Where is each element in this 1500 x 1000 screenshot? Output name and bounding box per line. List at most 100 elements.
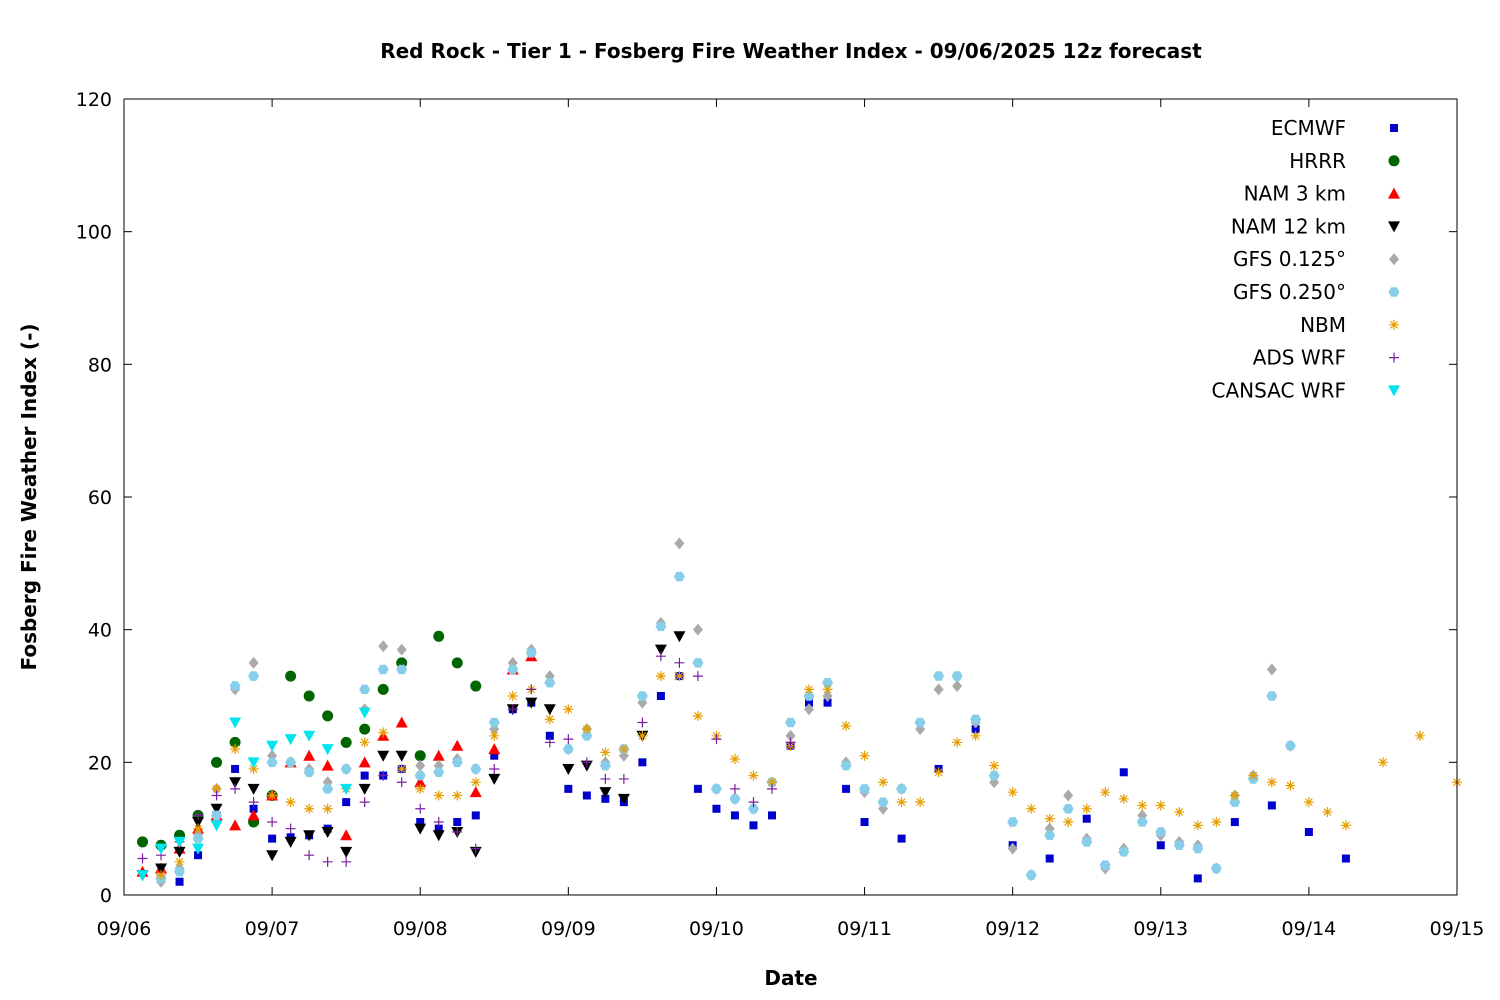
data-point <box>211 783 222 794</box>
data-point <box>488 717 500 728</box>
data-point <box>1266 663 1277 676</box>
data-point <box>247 809 260 821</box>
data-point <box>544 678 556 688</box>
data-point <box>490 751 499 760</box>
data-point <box>581 731 593 741</box>
data-point <box>1322 807 1333 818</box>
data-point <box>805 698 814 707</box>
data-point <box>248 797 259 808</box>
data-point <box>377 750 390 762</box>
data-point <box>229 819 242 831</box>
data-point <box>1156 841 1165 850</box>
x-tick-label: 09/11 <box>837 918 892 940</box>
data-point <box>1118 793 1129 804</box>
data-point <box>193 823 204 834</box>
data-point <box>933 683 944 696</box>
data-point <box>525 648 537 658</box>
data-point <box>563 704 574 715</box>
data-point <box>822 690 833 702</box>
data-point <box>896 784 908 794</box>
data-point <box>840 760 852 771</box>
y-tick-label: 60 <box>88 487 112 509</box>
data-point <box>766 783 777 794</box>
data-point <box>1211 817 1222 828</box>
data-point <box>247 757 260 769</box>
legend-label: HRRR <box>1289 149 1346 173</box>
legend-marker <box>1388 155 1400 167</box>
data-point <box>137 853 148 864</box>
data-point <box>636 691 648 701</box>
legend-marker <box>1388 385 1400 397</box>
data-point <box>842 784 851 793</box>
x-tick-label: 09/07 <box>245 918 300 940</box>
data-point <box>564 784 573 793</box>
data-point <box>358 756 371 768</box>
data-point <box>655 651 666 662</box>
data-point <box>1340 820 1351 831</box>
data-point <box>711 734 722 745</box>
data-point <box>730 811 739 820</box>
data-point <box>1285 780 1296 791</box>
data-point <box>470 680 482 692</box>
data-point <box>673 631 686 643</box>
data-point <box>416 818 425 827</box>
data-point <box>1192 820 1203 831</box>
data-point <box>971 725 980 734</box>
data-point <box>414 770 426 781</box>
data-point <box>897 834 906 843</box>
data-point <box>433 767 445 777</box>
data-point <box>507 704 518 715</box>
data-point <box>396 763 407 774</box>
data-point <box>267 817 278 828</box>
data-point <box>395 716 408 728</box>
data-point <box>582 791 591 800</box>
data-point <box>174 856 185 867</box>
legend-label: NBM <box>1300 313 1346 337</box>
legend-label: CANSAC WRF <box>1211 378 1346 402</box>
data-point <box>988 770 1000 781</box>
data-point <box>914 717 926 728</box>
data-point <box>878 777 889 788</box>
data-point <box>340 736 352 748</box>
data-point <box>155 843 168 855</box>
data-point <box>525 697 538 709</box>
data-point <box>785 729 796 742</box>
data-point <box>432 749 445 761</box>
data-point <box>322 856 333 867</box>
data-point <box>285 823 296 834</box>
legend-marker <box>1388 187 1400 199</box>
data-point <box>285 757 297 768</box>
data-point <box>1082 814 1091 823</box>
data-point <box>211 756 223 768</box>
x-tick-label: 09/06 <box>97 918 152 940</box>
data-point <box>618 773 629 784</box>
data-point <box>1193 874 1202 883</box>
data-point <box>1044 813 1055 824</box>
data-point <box>248 671 260 681</box>
data-point <box>710 784 722 794</box>
data-point <box>414 823 427 835</box>
data-point <box>563 734 574 745</box>
data-point <box>656 692 665 700</box>
data-point <box>378 640 389 653</box>
series-7 <box>137 651 796 867</box>
data-point <box>211 790 222 801</box>
data-point <box>1266 777 1277 788</box>
data-point <box>173 836 186 848</box>
data-point <box>1136 817 1148 827</box>
data-point <box>156 870 167 881</box>
data-point <box>804 703 815 716</box>
data-point <box>342 798 351 807</box>
data-point <box>600 747 611 758</box>
data-point <box>1267 801 1276 810</box>
data-point <box>452 826 463 837</box>
data-point <box>194 851 203 860</box>
data-point <box>471 811 480 820</box>
x-tick-label: 09/12 <box>985 918 1040 940</box>
data-point <box>268 834 277 843</box>
data-point <box>489 730 500 741</box>
data-point <box>692 658 704 668</box>
data-point <box>359 737 370 748</box>
legend-marker <box>1388 221 1400 233</box>
